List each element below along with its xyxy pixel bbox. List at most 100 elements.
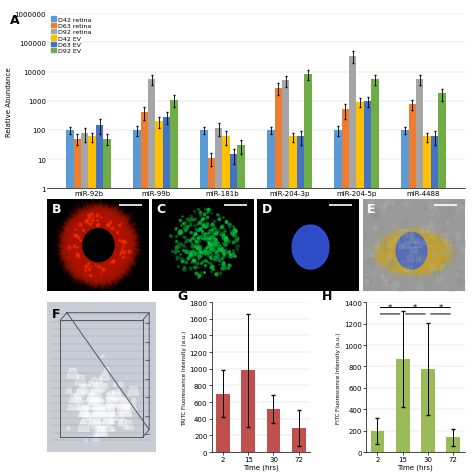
Bar xyxy=(409,104,416,476)
Polygon shape xyxy=(91,387,102,397)
Polygon shape xyxy=(105,410,118,420)
Polygon shape xyxy=(128,387,139,396)
Polygon shape xyxy=(372,228,460,276)
Polygon shape xyxy=(111,405,113,407)
Polygon shape xyxy=(91,398,97,402)
Polygon shape xyxy=(292,226,329,269)
Polygon shape xyxy=(396,233,427,269)
Polygon shape xyxy=(76,408,78,410)
Polygon shape xyxy=(75,393,82,399)
Polygon shape xyxy=(67,368,79,378)
Polygon shape xyxy=(53,198,143,293)
Polygon shape xyxy=(124,421,134,429)
Polygon shape xyxy=(96,409,104,416)
Bar xyxy=(304,75,311,476)
Polygon shape xyxy=(80,411,87,416)
Polygon shape xyxy=(118,420,124,426)
Polygon shape xyxy=(127,426,129,428)
Bar xyxy=(431,137,438,476)
Legend: D42 retina, D63 retina, D92 retina, D42 EV, D63 EV, D92 EV: D42 retina, D63 retina, D92 retina, D42 … xyxy=(51,18,91,54)
Polygon shape xyxy=(132,399,137,403)
Polygon shape xyxy=(56,201,142,286)
Polygon shape xyxy=(376,226,457,276)
Polygon shape xyxy=(127,403,137,411)
Polygon shape xyxy=(119,419,128,426)
Bar xyxy=(216,394,230,452)
Polygon shape xyxy=(375,228,450,277)
Polygon shape xyxy=(91,421,100,428)
Bar xyxy=(275,89,282,476)
Polygon shape xyxy=(58,204,139,287)
Bar xyxy=(416,80,423,476)
Polygon shape xyxy=(108,410,115,416)
Bar xyxy=(290,137,297,476)
Bar xyxy=(133,131,141,476)
Polygon shape xyxy=(107,397,109,400)
Polygon shape xyxy=(100,373,109,381)
X-axis label: Time (hrs): Time (hrs) xyxy=(397,464,433,470)
Polygon shape xyxy=(95,382,106,391)
Polygon shape xyxy=(371,233,457,278)
Text: *: * xyxy=(413,304,418,313)
Polygon shape xyxy=(114,453,125,462)
Polygon shape xyxy=(376,223,452,276)
Polygon shape xyxy=(75,376,86,385)
Polygon shape xyxy=(78,407,90,417)
Polygon shape xyxy=(88,381,94,386)
Polygon shape xyxy=(92,382,104,392)
Polygon shape xyxy=(97,426,106,435)
Polygon shape xyxy=(57,203,137,289)
Polygon shape xyxy=(124,401,131,407)
Polygon shape xyxy=(117,403,128,412)
Polygon shape xyxy=(72,395,82,403)
Polygon shape xyxy=(66,388,72,393)
Polygon shape xyxy=(376,226,452,278)
Bar xyxy=(421,369,435,452)
Polygon shape xyxy=(96,426,108,436)
Bar xyxy=(267,131,275,476)
Polygon shape xyxy=(100,416,103,419)
Polygon shape xyxy=(88,415,91,417)
Polygon shape xyxy=(93,436,99,441)
Polygon shape xyxy=(89,394,101,404)
Text: A: A xyxy=(10,14,19,27)
Polygon shape xyxy=(93,408,99,413)
Polygon shape xyxy=(97,407,107,415)
Bar xyxy=(342,110,349,476)
Bar xyxy=(148,80,155,476)
Polygon shape xyxy=(105,424,109,427)
Bar xyxy=(334,131,342,476)
Polygon shape xyxy=(103,384,109,388)
Polygon shape xyxy=(370,224,452,278)
Y-axis label: Relative Abundance: Relative Abundance xyxy=(6,67,12,136)
Polygon shape xyxy=(119,406,132,416)
Polygon shape xyxy=(56,206,140,289)
Polygon shape xyxy=(88,419,97,426)
Polygon shape xyxy=(106,402,111,407)
Polygon shape xyxy=(86,396,95,404)
Polygon shape xyxy=(60,204,138,287)
Polygon shape xyxy=(78,404,85,410)
Polygon shape xyxy=(115,397,128,407)
Text: E: E xyxy=(366,203,375,216)
Polygon shape xyxy=(110,398,119,406)
Bar xyxy=(170,100,178,476)
Text: F: F xyxy=(52,307,60,320)
Polygon shape xyxy=(91,378,98,384)
Polygon shape xyxy=(97,407,100,409)
Bar xyxy=(81,133,89,476)
Polygon shape xyxy=(114,399,116,401)
Polygon shape xyxy=(96,396,101,401)
Polygon shape xyxy=(83,229,114,262)
Polygon shape xyxy=(80,409,88,416)
Polygon shape xyxy=(108,393,110,395)
Polygon shape xyxy=(56,204,140,289)
Polygon shape xyxy=(104,397,117,408)
Text: *: * xyxy=(438,304,443,313)
Polygon shape xyxy=(91,398,97,404)
Polygon shape xyxy=(84,439,87,441)
Polygon shape xyxy=(57,203,145,292)
Polygon shape xyxy=(54,199,142,290)
Polygon shape xyxy=(89,414,101,425)
Polygon shape xyxy=(68,405,74,410)
